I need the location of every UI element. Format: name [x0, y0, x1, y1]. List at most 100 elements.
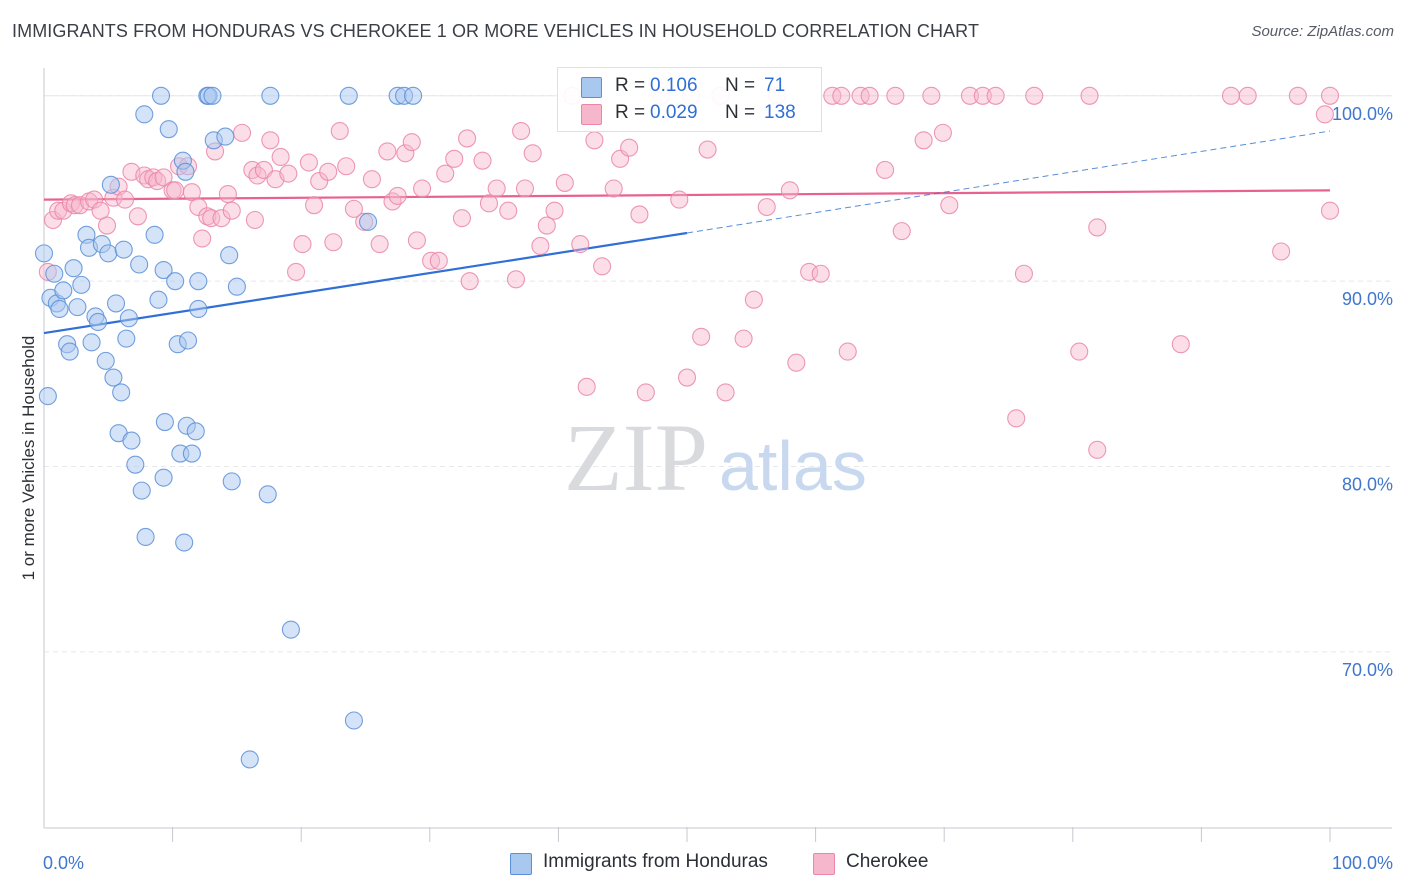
cherokee-point: [1288, 86, 1307, 105]
honduras-points: [34, 86, 423, 769]
cherokee-point: [279, 164, 298, 183]
watermark-zip: ZIP: [564, 404, 708, 511]
cherokee-point: [537, 216, 556, 235]
cherokee-point: [914, 131, 933, 150]
cherokee-point: [396, 144, 415, 163]
cherokee-point: [630, 205, 649, 224]
r-label: R =: [615, 102, 646, 123]
cherokee-point: [222, 201, 241, 220]
honduras-point: [117, 329, 136, 348]
cherokee-point: [506, 270, 526, 289]
honduras-point: [82, 333, 101, 352]
cherokee-point: [1221, 86, 1241, 105]
cherokee-point: [860, 86, 879, 105]
cherokee-point: [670, 190, 689, 209]
honduras-trend-extension: [686, 130, 1331, 234]
honduras-point: [96, 351, 115, 370]
n-value: 138: [764, 102, 796, 123]
y-tick-label: 80.0%: [1342, 475, 1393, 495]
honduras-point: [339, 86, 358, 105]
cherokee-point: [305, 196, 324, 215]
cherokee-point: [1320, 86, 1340, 105]
cherokee-point: [232, 123, 252, 142]
chart-title: IMMIGRANTS FROM HONDURAS VS CHEROKEE 1 O…: [12, 21, 980, 41]
cherokee-point: [436, 164, 455, 183]
cherokee-point: [261, 131, 280, 150]
honduras-point: [189, 272, 208, 291]
cherokee-points: [38, 86, 1340, 459]
cherokee-point: [886, 86, 905, 105]
cherokee-point: [299, 153, 318, 172]
cherokee-point: [337, 157, 356, 176]
cherokee-point: [585, 131, 604, 150]
honduras-point: [344, 711, 363, 730]
x-tick-label: 100.0%: [1332, 853, 1393, 873]
cherokee-point: [555, 173, 574, 192]
cherokee-point: [811, 264, 830, 283]
cherokee-point: [1080, 86, 1099, 105]
honduras-trend-line: [43, 231, 688, 335]
watermark-atlas: atlas: [719, 427, 867, 505]
honduras-point: [104, 368, 123, 387]
cherokee-point: [545, 201, 564, 220]
cherokee-point: [940, 196, 959, 215]
cherokee-point: [875, 160, 895, 180]
cherokee-point: [593, 257, 612, 276]
cherokee-point: [499, 201, 518, 220]
cherokee-point: [362, 170, 381, 189]
cherokee-point: [571, 235, 590, 254]
cherokee-point: [577, 377, 596, 396]
cherokee-point: [193, 229, 212, 248]
honduras-point: [45, 264, 64, 283]
cherokee-point: [838, 342, 857, 361]
y-tick-label: 70.0%: [1342, 660, 1393, 680]
cherokee-point: [1070, 342, 1089, 361]
honduras-point: [149, 290, 168, 309]
cherokee-point: [973, 86, 992, 105]
honduras-point: [54, 281, 73, 300]
r-value: 0.106: [650, 75, 698, 96]
cherokee-point: [388, 186, 407, 205]
honduras-point: [106, 294, 126, 313]
honduras-legend-swatch: [510, 853, 532, 875]
cherokee-swatch: [581, 104, 602, 125]
honduras-point: [240, 750, 259, 769]
cherokee-point: [287, 262, 306, 281]
honduras-point: [155, 412, 174, 432]
cherokee-point: [800, 262, 819, 281]
cherokee-point: [832, 86, 851, 105]
cherokee-point: [698, 140, 717, 159]
cherokee-point: [330, 121, 349, 141]
n-label: N =: [725, 75, 756, 96]
n-value: 71: [764, 75, 786, 96]
cherokee-point: [531, 236, 550, 256]
honduras-point: [175, 533, 194, 552]
honduras-point: [182, 444, 201, 463]
cherokee-point: [413, 179, 432, 198]
honduras-point: [101, 175, 120, 194]
cherokee-point: [986, 86, 1005, 105]
cherokee-point: [54, 201, 73, 220]
honduras-point: [189, 299, 208, 319]
honduras-point: [99, 244, 118, 263]
cherokee-point: [422, 251, 441, 270]
honduras-point: [130, 255, 149, 274]
n-label: N =: [725, 102, 756, 123]
cherokee-point: [370, 235, 389, 254]
cherokee-point: [1025, 86, 1044, 105]
cherokee-legend-label: Cherokee: [846, 851, 929, 872]
honduras-point: [261, 86, 280, 105]
watermark: ZIP atlas: [564, 404, 867, 511]
source-credit: Source: ZipAtlas.com: [1251, 23, 1394, 40]
honduras-point: [159, 120, 178, 139]
cherokee-point: [1315, 105, 1334, 124]
cherokee-point: [85, 190, 104, 209]
honduras-point: [220, 246, 239, 265]
cherokee-point: [245, 210, 264, 230]
cherokee-point: [523, 144, 542, 163]
y-tick-label: 100.0%: [1332, 104, 1393, 124]
honduras-point: [203, 86, 222, 105]
cherokee-point: [70, 196, 90, 215]
cherokee-point: [692, 327, 711, 346]
cherokee-point: [512, 121, 531, 141]
